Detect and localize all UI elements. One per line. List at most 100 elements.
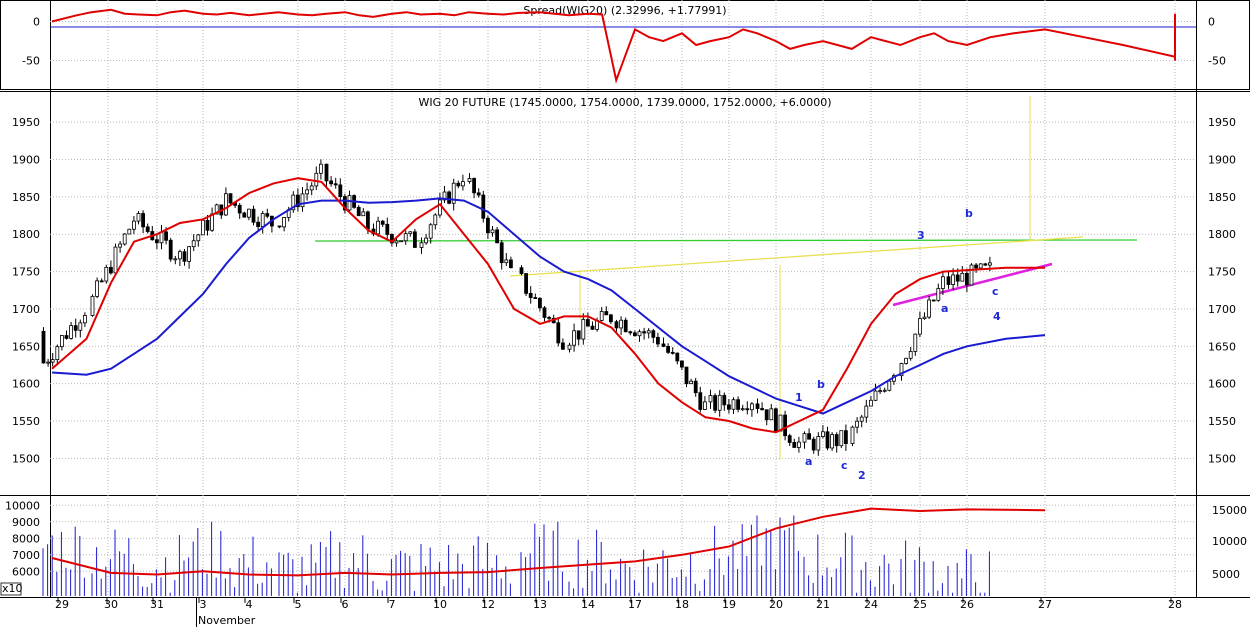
- candle-body-14-4: [727, 404, 731, 410]
- price-ytick-left-5: 1700: [12, 303, 40, 316]
- candle-body-14-6: [736, 399, 740, 410]
- candle-body-19-7: [978, 263, 983, 269]
- x-tick-label-10: 13: [533, 598, 547, 611]
- candle-body-1-6: [118, 243, 122, 248]
- candle-body-15-1: [760, 408, 764, 411]
- candle-body-11-7: [599, 311, 604, 321]
- candle-body-14-5: [731, 399, 736, 410]
- candle-body-7-7: [403, 233, 408, 242]
- volume-unit-box: [0, 582, 22, 596]
- candle-body-6-0: [324, 163, 329, 182]
- wave-label-a2: a: [941, 302, 948, 315]
- price-ytick-right-6: 1650: [1208, 340, 1236, 353]
- candle-body-9-0: [467, 178, 472, 182]
- candle-body-5-8: [314, 172, 319, 187]
- candle-body-19-9: [988, 262, 992, 266]
- candle-body-10-1: [524, 273, 528, 294]
- x-axis: 29 30 31 3 4 5 6 7 10 12 13 14 17 18 19 20 21 24 25 26 27 28: [55, 597, 1182, 611]
- candle-body-3-7: [214, 204, 219, 215]
- candle-body-8-4: [437, 199, 442, 216]
- candle-body-0-8: [78, 322, 83, 331]
- price-title: WIG 20 FUTURE (1745.0000, 1754.0000, 173…: [418, 96, 831, 109]
- candle-body-10-8: [556, 322, 561, 344]
- candle-body-19-4: [965, 273, 969, 286]
- wave-label-b2: b: [965, 207, 973, 220]
- candle-body-12-8: [651, 330, 656, 338]
- candle-body-11-0: [567, 344, 572, 350]
- spread-line: [51, 8, 1176, 84]
- candle-body-11-9: [609, 314, 613, 323]
- candle-body-19-8: [983, 263, 988, 266]
- candle-body-16-4: [821, 431, 825, 437]
- candle-body-4-8: [265, 213, 270, 217]
- vol-ytick-right-0: 15000: [1212, 504, 1247, 517]
- trendline-green: [314, 239, 1138, 242]
- wave-label-2: 2: [858, 469, 866, 482]
- x-tick-label-5: 5: [295, 598, 302, 611]
- x-tick-label-16: 21: [816, 598, 830, 611]
- price-ytick-right-2: 1850: [1208, 191, 1236, 204]
- candle-body-8-1: [424, 237, 429, 244]
- candle-body-17-0: [850, 426, 855, 444]
- candle-body-5-9: [318, 163, 323, 174]
- candle-body-3-4: [200, 219, 205, 236]
- price-ytick-left-8: 1550: [12, 415, 40, 428]
- candle-body-4-4: [246, 208, 251, 218]
- candle-body-1-9: [131, 220, 136, 230]
- candle-body-9-1: [472, 178, 477, 194]
- candle-body-0-4: [60, 335, 64, 348]
- candle-body-5-3: [291, 194, 296, 211]
- candle-body-9-9: [508, 259, 513, 269]
- candle-body-19-5: [969, 264, 974, 286]
- candle-body-4-0: [228, 193, 233, 204]
- price-ytick-right-0: 1950: [1208, 116, 1236, 129]
- candle-body-17-2: [859, 416, 864, 422]
- candle-body-0-2: [50, 359, 55, 363]
- candle-body-14-7: [740, 408, 745, 411]
- candle-body-10-6: [547, 317, 551, 319]
- candle-body-6-2: [333, 183, 338, 186]
- candle-body-0-6: [69, 325, 73, 339]
- price-ytick-left-0: 1950: [12, 116, 40, 129]
- candle-body-7-8: [408, 231, 413, 235]
- candle-body-2-6: [164, 231, 169, 241]
- candle-body-9-4: [485, 217, 490, 234]
- candle-body-18-9: [941, 276, 945, 289]
- price-ytick-right-3: 1800: [1208, 228, 1236, 241]
- x-tick-label-2: 31: [150, 598, 164, 611]
- candle-body-12-5: [637, 331, 642, 337]
- candle-body-7-9: [412, 231, 417, 248]
- x-tick-label-6: 6: [342, 598, 349, 611]
- x-tick-label-7: 7: [389, 598, 396, 611]
- wave-label-c2: c: [992, 285, 999, 298]
- candle-body-8-8: [456, 182, 461, 187]
- candle-body-2-0: [136, 213, 141, 222]
- candle-body-12-2: [623, 319, 628, 333]
- price-ytick-left-7: 1600: [12, 378, 40, 391]
- candle-body-5-7: [309, 185, 314, 191]
- candle-body-12-7: [646, 330, 651, 334]
- x-tick-label-19: 26: [960, 598, 974, 611]
- candle-body-10-9: [561, 342, 565, 350]
- candle-body-18-3: [913, 333, 918, 352]
- candle-body-15-2: [764, 409, 769, 421]
- candle-body-17-7: [882, 389, 887, 392]
- spread-ytick-left-0: 0: [33, 16, 40, 29]
- candle-body-18-5: [922, 316, 927, 320]
- candle-body-3-5: [205, 219, 210, 231]
- x-tick-label-8: 10: [433, 598, 447, 611]
- candle-body-5-6: [305, 189, 310, 195]
- vol-ytick-left-3: 7000: [12, 549, 40, 562]
- candle-body-13-8: [698, 392, 703, 410]
- candle-body-3-3: [196, 234, 201, 242]
- candle-body-2-4: [154, 239, 159, 244]
- candle-body-18-7: [931, 299, 936, 302]
- candle-body-0-0: [41, 330, 46, 364]
- candle-body-1-3: [104, 266, 109, 282]
- candle-body-6-3: [338, 184, 343, 197]
- candle-body-15-6: [783, 414, 787, 437]
- candle-body-9-7: [499, 242, 504, 264]
- candle-body-13-9: [703, 401, 707, 410]
- candle-body-11-8: [604, 311, 609, 316]
- candle-body-8-5: [442, 191, 447, 201]
